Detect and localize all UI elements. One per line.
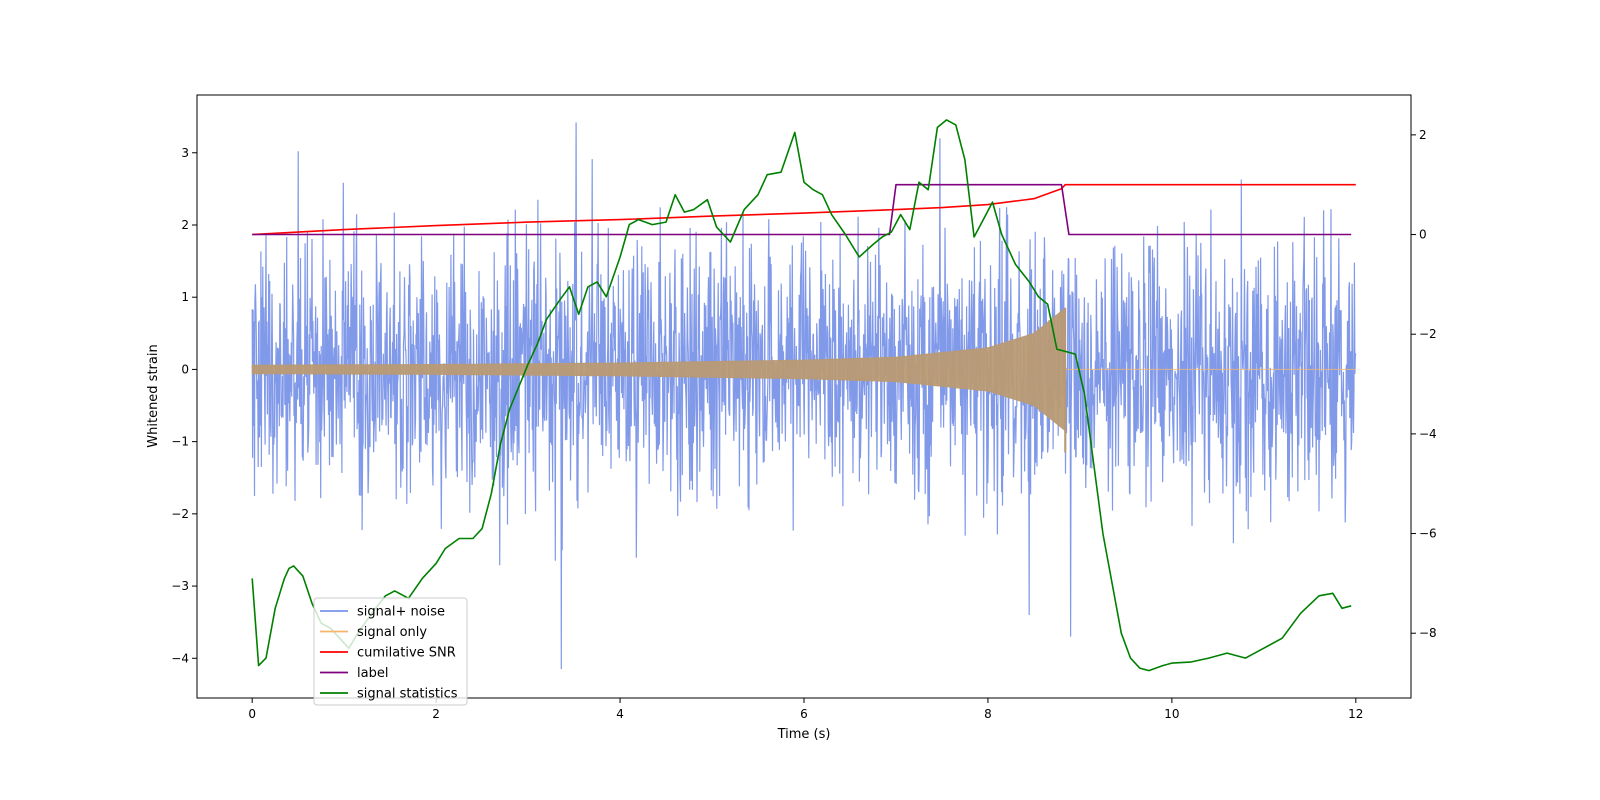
y-tick-label: 1 — [181, 290, 189, 304]
y2-axis-ticks: −8 −6 −4 −2 0 2 — [1411, 128, 1437, 640]
x-tick-label: 4 — [616, 707, 624, 721]
legend-entry: label — [357, 666, 388, 681]
legend-box — [313, 597, 468, 706]
y-tick-label: 0 — [181, 362, 189, 376]
legend-entry: signal+ noise — [357, 605, 445, 620]
cumilative-snr-line — [252, 183, 1356, 236]
y2-tick-label: 2 — [1419, 128, 1427, 142]
label-line — [252, 183, 1352, 236]
signal-only-series — [251, 307, 1356, 453]
y2-tick-label: −4 — [1419, 427, 1437, 441]
x-tick-label: 2 — [432, 707, 440, 721]
x-tick-label: 6 — [800, 707, 808, 721]
y-axis-ticks: −4 −3 −2 −1 0 1 2 3 — [171, 146, 197, 665]
x-tick-label: 0 — [248, 707, 256, 721]
y-tick-label: −3 — [171, 579, 189, 593]
signal-statistics-line — [251, 119, 1352, 672]
y-tick-label: 2 — [181, 218, 189, 232]
legend-entry: signal statistics — [357, 687, 458, 702]
legend: signal+ noise signal only cumilative SNR la… — [313, 597, 468, 706]
y-tick-label: −2 — [171, 507, 189, 521]
y2-tick-label: −2 — [1419, 327, 1437, 341]
plot-area — [251, 119, 1357, 672]
x-tick-label: 8 — [984, 707, 992, 721]
y-axis-label: Whitened strain — [146, 344, 161, 447]
legend-entry: cumilative SNR — [357, 646, 456, 661]
x-axis-label: Time (s) — [777, 727, 831, 742]
y2-tick-label: 0 — [1419, 228, 1427, 242]
y-tick-label: −4 — [171, 651, 189, 665]
y2-tick-label: −8 — [1419, 626, 1437, 640]
y-tick-label: −1 — [171, 435, 189, 449]
x-tick-label: 10 — [1164, 707, 1179, 721]
x-tick-label: 12 — [1348, 707, 1363, 721]
signal-plus-noise-line — [251, 122, 1357, 670]
y2-tick-label: −6 — [1419, 527, 1437, 541]
signal-plus-noise-series — [251, 122, 1357, 670]
line-series-group — [251, 119, 1356, 672]
y-tick-label: 3 — [181, 146, 189, 160]
legend-entry: signal only — [357, 625, 427, 640]
